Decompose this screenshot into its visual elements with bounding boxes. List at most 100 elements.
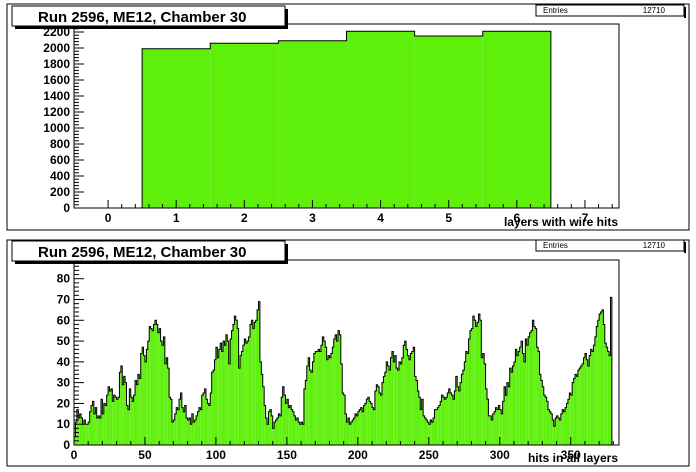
histogram-bar [336,341,338,445]
histogram-bar [556,415,558,445]
plot-frame [73,259,620,446]
histogram-bar [198,407,201,445]
histogram-bar [225,334,228,445]
histogram-bar [337,330,340,445]
histogram-bar [96,417,99,445]
histogram-bar [299,424,302,445]
pad-frame [6,3,690,231]
histogram-bar [171,422,174,445]
histogram-bar [78,417,80,445]
histogram-bar [133,395,136,445]
histogram-bar [390,357,392,445]
histogram-bar [567,399,570,445]
histogram-bar [282,386,285,445]
histogram-bar [451,395,453,445]
histogram-bar [566,403,568,445]
histogram-bar [543,395,546,445]
histogram-bar [440,401,442,445]
histogram-bar [340,363,343,445]
histogram-bar [159,328,161,445]
histogram-bar [106,395,109,445]
histogram-bar [502,401,505,445]
histogram-bar [526,345,529,445]
histogram-bar [430,420,432,445]
histogram-bar [242,345,245,445]
histogram-bar [173,420,175,445]
histogram-bar [455,376,458,445]
histogram-bar [92,401,94,445]
histogram-bar [407,355,409,445]
histogram-bar [374,390,377,445]
bars-group [141,30,552,209]
histogram-bar [76,409,79,445]
histogram-bar [248,336,250,445]
histogram-bar [210,393,212,445]
histogram-bar [218,349,221,445]
histogram-bar [420,409,422,445]
histogram-bar [594,336,597,445]
histogram-bar [135,380,137,445]
x-tick-label: 5 [445,211,452,225]
histogram-bar [303,388,306,445]
histogram-bar [99,417,101,445]
histogram-bar [563,411,566,445]
histogram-bar [105,405,107,445]
histogram-bar [536,347,539,445]
histogram-bar [421,399,424,445]
histogram-bar [404,341,407,445]
histogram-bar [364,403,367,445]
histogram-bar [201,395,204,445]
histogram-bar [123,376,126,445]
histogram-bar [83,420,86,445]
histogram-bar [447,393,449,445]
histogram-bar [600,311,602,445]
histogram-bar [208,405,211,445]
histogram-bar [177,409,180,445]
histogram-bar [573,378,576,445]
histogram-bar [309,370,312,445]
histogram-bar [346,422,348,445]
y-tick-label: 50 [57,334,71,348]
histogram-bar [560,413,563,445]
histogram-bar [257,309,259,445]
histogram-bar [227,341,229,445]
histogram-bar [465,351,468,445]
histogram-bar [482,31,551,209]
histogram-bar [499,409,502,445]
pad-frame [6,239,690,467]
histogram-bar [553,426,556,445]
histogram-bar [127,409,130,445]
histogram-bar [531,330,533,445]
histogram-bar [540,380,543,445]
histogram-bar [379,393,381,445]
x-tick-label: 50 [138,448,152,462]
histogram-bar [491,420,493,445]
x-tick-label: 150 [277,448,297,462]
histogram-bar [326,359,329,445]
histogram-bar [347,417,350,445]
histogram-bar [565,407,567,445]
histogram-bar [360,407,363,445]
histogram-bar [577,370,580,445]
histogram-bar [468,338,470,445]
histogram-bar [533,326,536,445]
histogram-bar [271,415,273,445]
histogram-bar [519,347,522,445]
x-tick-label: 200 [348,448,368,462]
histogram-bar [377,386,380,445]
histogram-bar [434,409,436,445]
histogram-bar [438,405,441,445]
histogram-bar [484,363,486,445]
x-tick-label: 2 [241,211,248,225]
histogram-bar [475,326,478,445]
histogram-bar [316,351,319,445]
x-tick-label: 250 [419,448,439,462]
histogram-bar [355,413,357,445]
histogram-bar [505,395,507,445]
histogram-bar [215,347,218,445]
histogram-bar [370,403,373,445]
histogram-bar [214,359,216,445]
histogram-bar [485,388,488,445]
histogram-bar [179,399,181,445]
